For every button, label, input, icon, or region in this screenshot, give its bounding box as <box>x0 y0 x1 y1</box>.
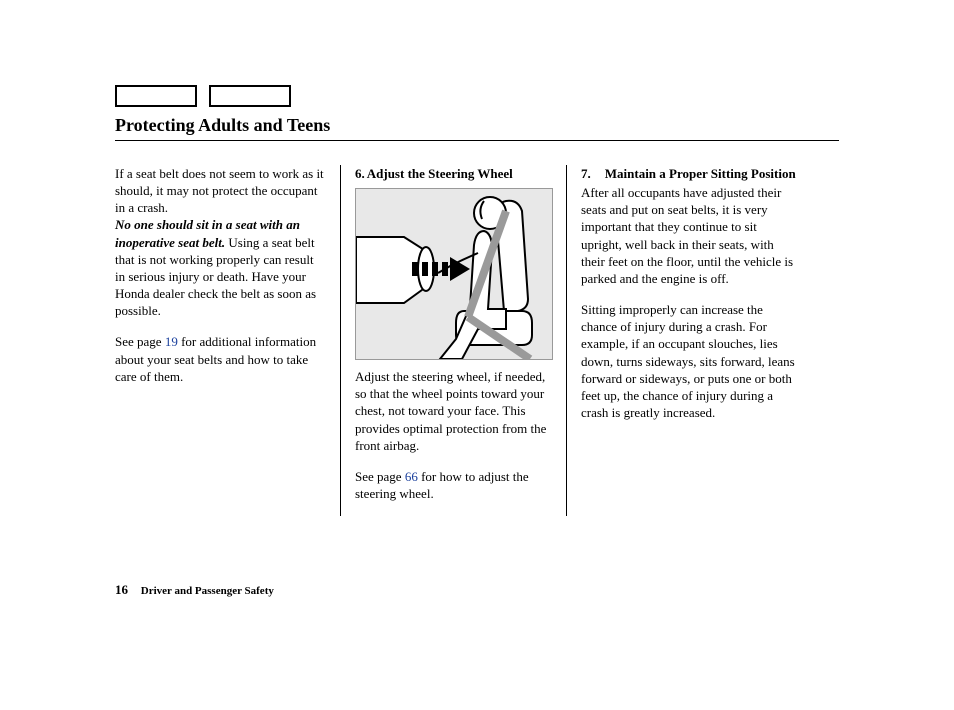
footer-section: Driver and Passenger Safety <box>141 585 274 597</box>
page-title: Protecting Adults and Teens <box>115 115 839 140</box>
col2-num: 6. <box>355 165 365 182</box>
page-link-19[interactable]: 19 <box>165 334 178 349</box>
manual-page: Protecting Adults and Teens If a seat be… <box>0 0 954 710</box>
header-box-left <box>115 85 197 107</box>
col2-para-2: See page 66 for how to adjust the steeri… <box>355 468 552 502</box>
column-3: 7. Maintain a Proper Sitting Position Af… <box>567 165 799 516</box>
col3-heading-text: Maintain a Proper Sitting Position <box>605 165 796 182</box>
col2-p2a: See page <box>355 469 405 484</box>
column-1: If a seat belt does not seem to work as … <box>115 165 341 516</box>
steering-wheel-illustration <box>355 188 553 360</box>
steering-illustration-svg <box>356 189 553 360</box>
col3-para-2: Sitting improperly can increase the chan… <box>581 301 799 421</box>
col2-heading: 6. Adjust the Steering Wheel <box>355 165 552 182</box>
col1-p2a: See page <box>115 334 165 349</box>
col2-para-1: Adjust the steering wheel, if needed, so… <box>355 368 552 454</box>
page-link-66[interactable]: 66 <box>405 469 418 484</box>
page-number: 16 <box>115 582 128 597</box>
page-footer: 16 Driver and Passenger Safety <box>115 582 274 598</box>
col3-para-1: After all occupants have adjusted their … <box>581 184 799 287</box>
content-columns: If a seat belt does not seem to work as … <box>115 165 839 516</box>
title-rule <box>115 140 839 141</box>
header-boxes <box>115 85 839 107</box>
header-box-right <box>209 85 291 107</box>
col3-heading: 7. Maintain a Proper Sitting Position <box>581 165 799 182</box>
col2-heading-text: Adjust the Steering Wheel <box>367 165 513 182</box>
col1-para-1: If a seat belt does not seem to work as … <box>115 165 326 319</box>
col1-para-2: See page 19 for additional information a… <box>115 333 326 384</box>
col1-p1a: If a seat belt does not seem to work as … <box>115 166 324 215</box>
column-2: 6. Adjust the Steering Wheel <box>341 165 567 516</box>
col3-num: 7. <box>581 165 591 182</box>
